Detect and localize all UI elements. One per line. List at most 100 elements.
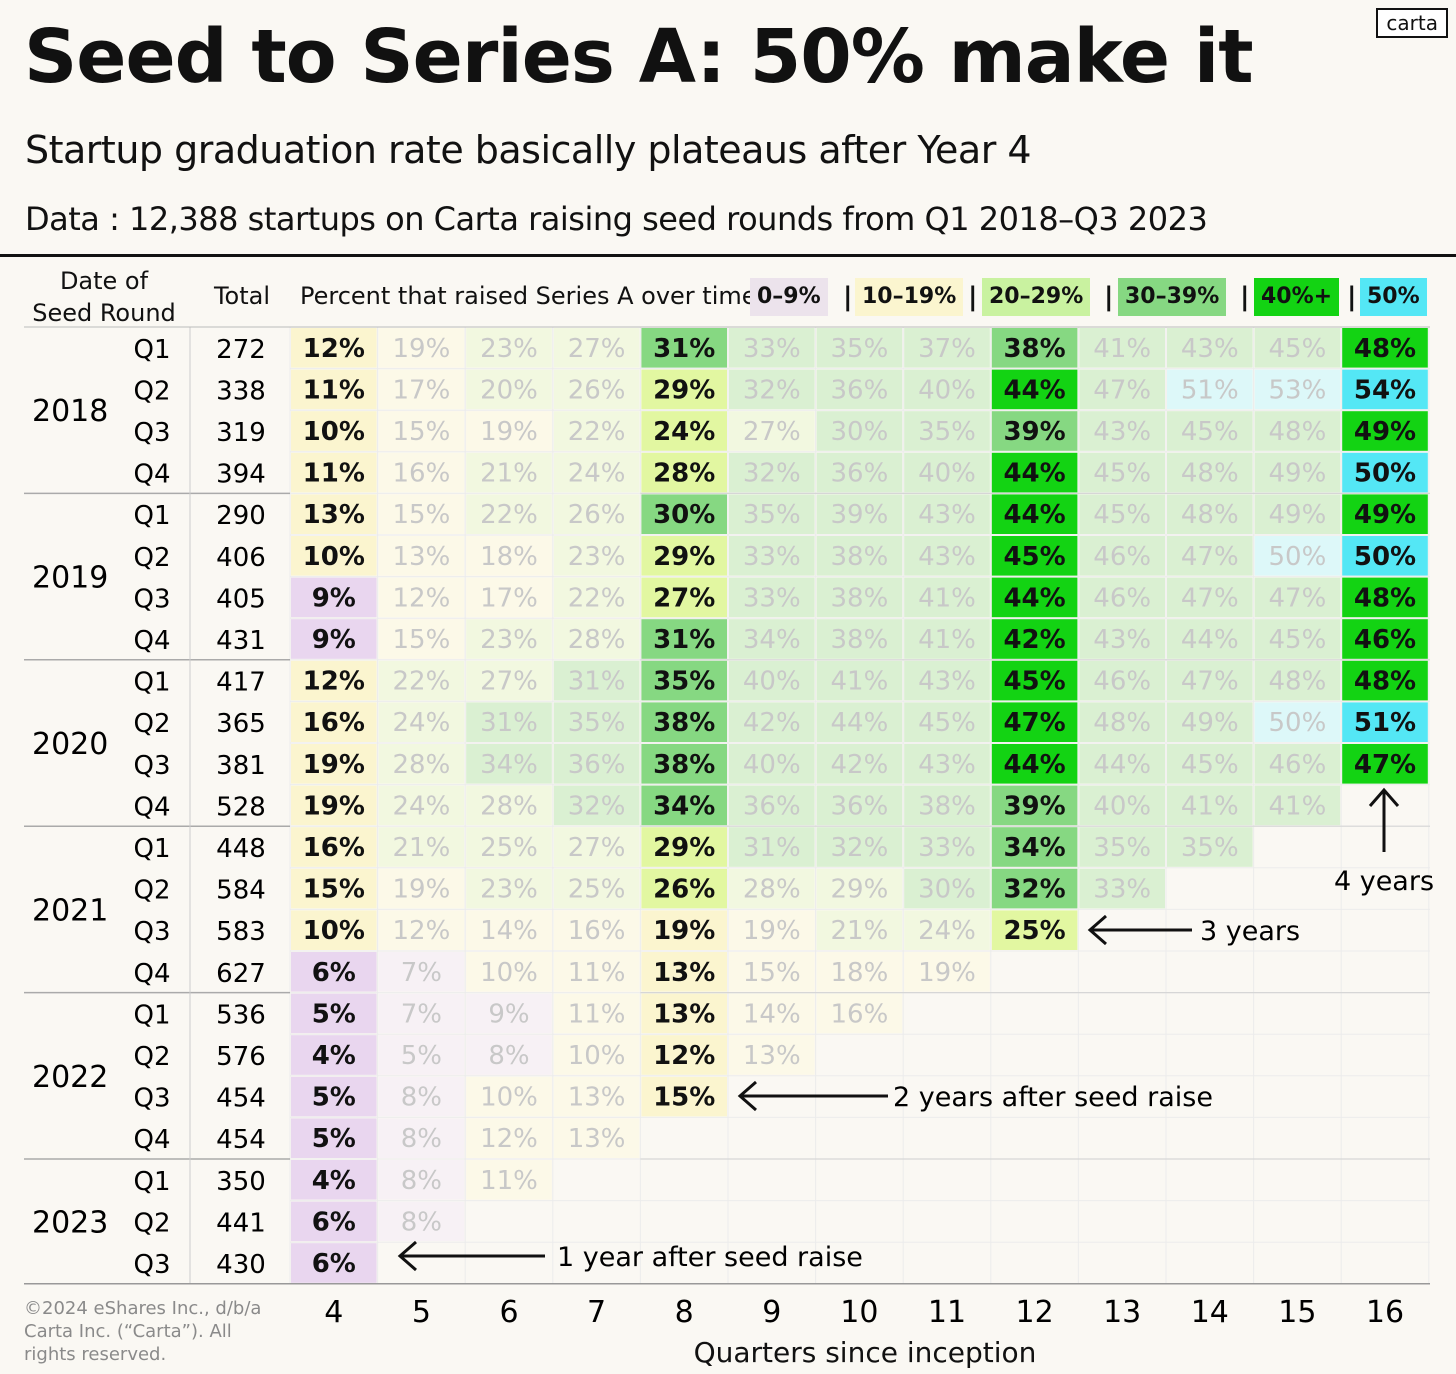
cell-value: 23% bbox=[480, 875, 538, 905]
total-value: 272 bbox=[216, 335, 266, 365]
cell-value: 35% bbox=[831, 334, 889, 364]
cell-value: 35% bbox=[918, 417, 976, 447]
cell-value: 29% bbox=[653, 833, 715, 863]
cell-value: 48% bbox=[1354, 583, 1416, 613]
heatmap-cell bbox=[729, 660, 815, 701]
cell-value: 36% bbox=[743, 791, 801, 821]
arrow-head bbox=[1368, 787, 1400, 807]
heatmap-cell bbox=[816, 993, 903, 1034]
heatmap-cell bbox=[378, 1076, 465, 1117]
heatmap-cell bbox=[466, 1160, 552, 1200]
cell-value: 26% bbox=[653, 875, 715, 905]
cell-value: 15% bbox=[393, 625, 451, 655]
total-value: 441 bbox=[216, 1208, 266, 1238]
heatmap-cell bbox=[816, 785, 903, 826]
quarter-label: Q2 bbox=[133, 709, 170, 739]
heatmap-cell bbox=[641, 411, 727, 451]
heatmap-cell bbox=[904, 369, 990, 410]
heatmap-cell bbox=[553, 702, 640, 742]
cell-value: 41% bbox=[1269, 791, 1327, 821]
cell-value: 8% bbox=[401, 1124, 442, 1154]
x-tick-label: 9 bbox=[762, 1295, 781, 1330]
total-value: 381 bbox=[216, 751, 266, 781]
total-value: 584 bbox=[216, 876, 266, 906]
cell-value: 34% bbox=[480, 750, 538, 780]
heatmap-cell bbox=[291, 827, 377, 867]
heatmap-cell bbox=[553, 1118, 640, 1158]
x-tick-label: 15 bbox=[1278, 1295, 1316, 1330]
heatmap-cell bbox=[729, 619, 815, 659]
heatmap-cell bbox=[641, 369, 727, 410]
cell-value: 10% bbox=[480, 958, 538, 988]
cell-value: 34% bbox=[653, 791, 715, 821]
cell-value: 35% bbox=[1181, 833, 1239, 863]
heatmap-cell bbox=[1342, 494, 1428, 534]
x-tick-label: 8 bbox=[675, 1295, 694, 1330]
cell-value: 43% bbox=[918, 500, 976, 530]
cell-value: 30% bbox=[918, 875, 976, 905]
heatmap-cell bbox=[729, 369, 815, 410]
heatmap-cell bbox=[904, 952, 990, 992]
heatmap-cell bbox=[1342, 619, 1428, 659]
heatmap-cell bbox=[1079, 411, 1165, 451]
cell-value: 44% bbox=[1003, 500, 1065, 530]
heatmap-cell bbox=[729, 827, 815, 867]
heatmap-cell bbox=[1079, 328, 1165, 368]
cell-value: 16% bbox=[831, 999, 889, 1029]
cell-value: 10% bbox=[303, 542, 365, 572]
cell-value: 36% bbox=[831, 375, 889, 405]
cell-value: 8% bbox=[401, 1166, 442, 1196]
cell-value: 50% bbox=[1354, 542, 1416, 572]
x-tick-label: 12 bbox=[1016, 1295, 1054, 1330]
cell-value: 22% bbox=[393, 667, 451, 697]
heatmap-cell bbox=[816, 827, 903, 867]
quarter-label: Q1 bbox=[133, 1000, 170, 1030]
cell-value: 46% bbox=[1093, 542, 1151, 572]
cell-value: 20% bbox=[480, 375, 538, 405]
cell-value: 10% bbox=[480, 1083, 538, 1113]
cell-value: 17% bbox=[480, 583, 538, 613]
heatmap-cell bbox=[816, 660, 903, 701]
heatmap-cell bbox=[466, 452, 552, 493]
heatmap-cell bbox=[1254, 369, 1341, 410]
cell-value: 49% bbox=[1269, 500, 1327, 530]
heatmap-cell bbox=[378, 744, 465, 784]
cell-value: 28% bbox=[743, 875, 801, 905]
heatmap-cell bbox=[1167, 328, 1253, 368]
cell-value: 6% bbox=[312, 1249, 356, 1279]
quarter-label: Q3 bbox=[133, 917, 170, 947]
quarter-label: Q3 bbox=[133, 584, 170, 614]
cell-value: 49% bbox=[1354, 500, 1416, 530]
cell-value: 44% bbox=[1003, 583, 1065, 613]
heatmap-cell bbox=[904, 910, 990, 950]
cell-value: 50% bbox=[1354, 459, 1416, 489]
cell-value: 41% bbox=[831, 667, 889, 697]
year-label: 2019 bbox=[32, 561, 108, 596]
quarter-label: Q4 bbox=[133, 1125, 170, 1155]
cell-value: 46% bbox=[1093, 667, 1151, 697]
quarter-label: Q1 bbox=[133, 1167, 170, 1197]
cell-value: 44% bbox=[1181, 625, 1239, 655]
heatmap-cell bbox=[641, 494, 727, 534]
heatmap-cell bbox=[466, 577, 552, 618]
heatmap-cell bbox=[904, 536, 990, 576]
heatmap-cell bbox=[291, 328, 377, 368]
heatmap-cell bbox=[816, 952, 903, 992]
heatmap-cell bbox=[729, 910, 815, 950]
cell-value: 43% bbox=[918, 542, 976, 572]
heatmap-cell bbox=[291, 1035, 377, 1075]
heatmap-cell bbox=[378, 868, 465, 909]
heatmap-cell bbox=[816, 536, 903, 576]
cell-value: 16% bbox=[303, 833, 365, 863]
date-column-header: Date of Seed Round bbox=[24, 265, 184, 329]
heatmap-cell bbox=[378, 369, 465, 410]
total-value: 365 bbox=[216, 709, 266, 739]
cell-value: 38% bbox=[918, 791, 976, 821]
heatmap-cell bbox=[991, 868, 1078, 909]
total-value: 536 bbox=[216, 1000, 266, 1030]
cell-value: 33% bbox=[918, 833, 976, 863]
total-value: 338 bbox=[216, 376, 266, 406]
heatmap-cell bbox=[291, 1118, 377, 1158]
heatmap-cell bbox=[1254, 328, 1341, 368]
heatmap-cell bbox=[1167, 827, 1253, 867]
